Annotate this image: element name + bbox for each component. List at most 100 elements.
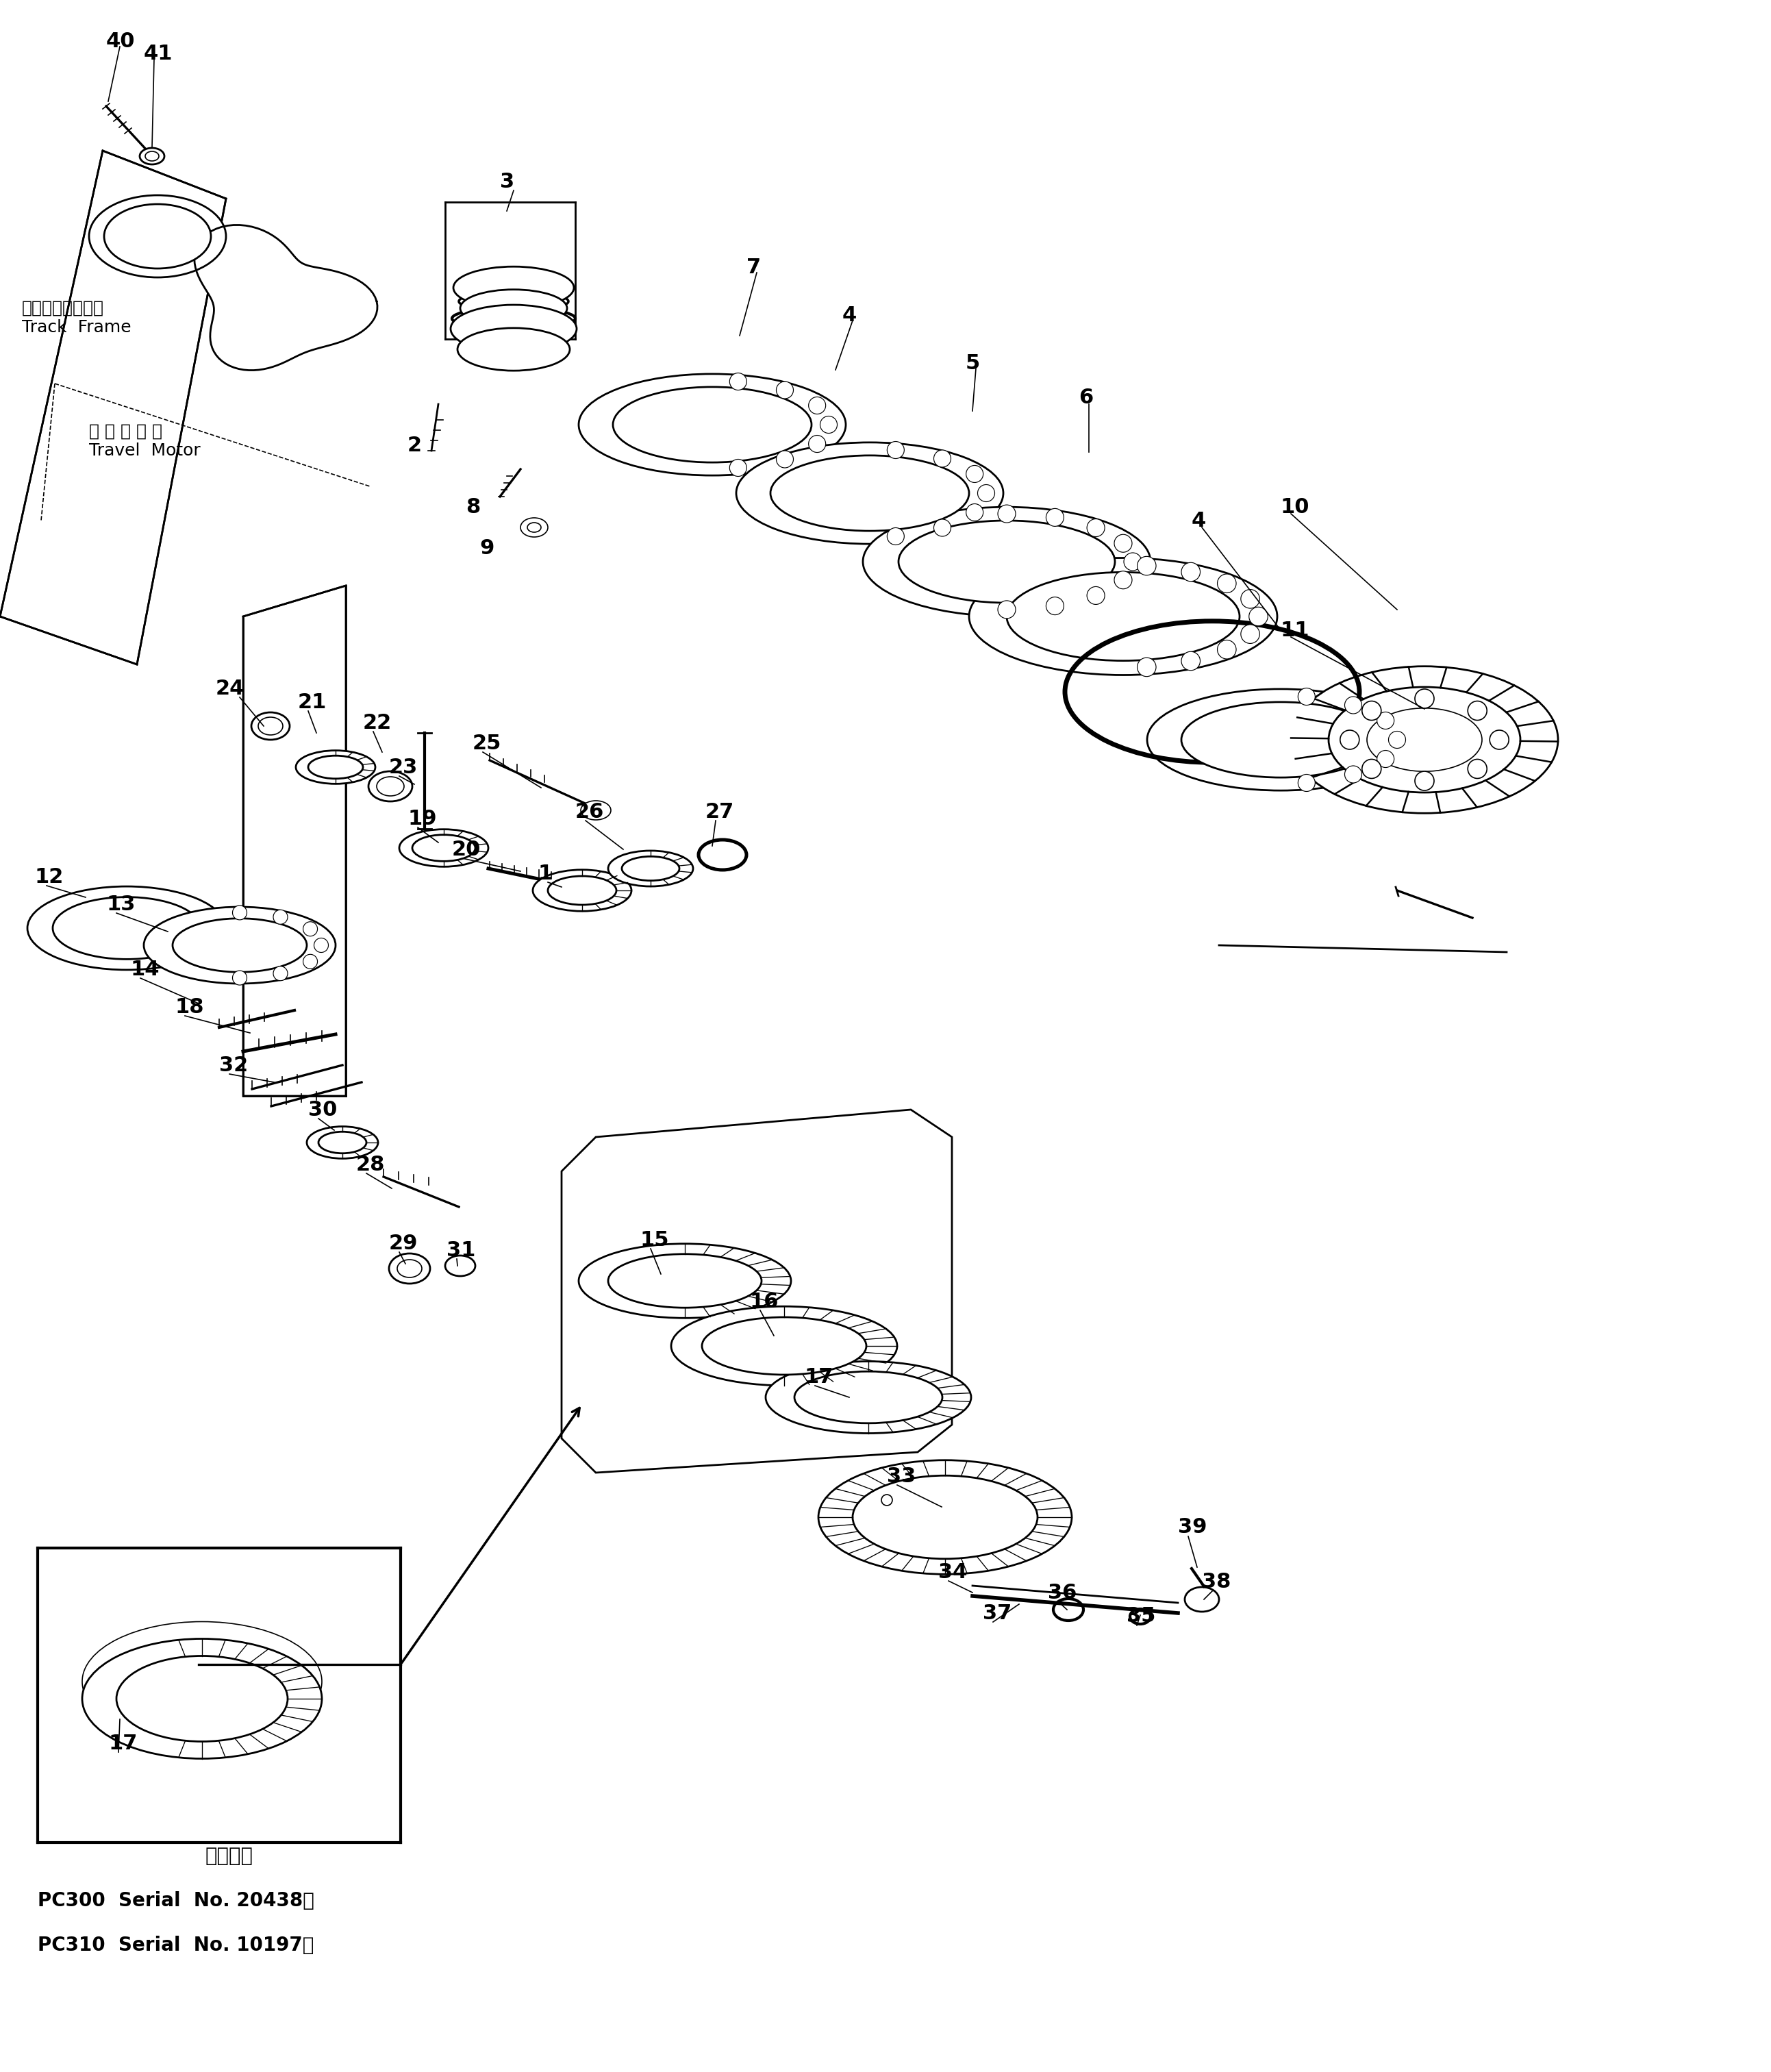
Text: 16: 16 [749, 1291, 779, 1312]
Circle shape [1415, 771, 1435, 792]
Polygon shape [243, 586, 345, 1096]
Circle shape [809, 435, 825, 452]
Text: 6: 6 [1079, 387, 1093, 408]
Circle shape [1362, 758, 1381, 779]
Text: 走 行 モ ー タ: 走 行 モ ー タ [89, 423, 163, 439]
Ellipse shape [607, 1254, 762, 1307]
Ellipse shape [308, 756, 363, 779]
Circle shape [997, 506, 1015, 522]
Circle shape [1468, 758, 1488, 779]
Ellipse shape [296, 750, 375, 783]
Ellipse shape [397, 1260, 421, 1278]
Ellipse shape [533, 870, 632, 912]
Ellipse shape [390, 1254, 430, 1285]
Text: 30: 30 [308, 1100, 336, 1119]
Text: 8: 8 [466, 497, 480, 516]
Circle shape [1087, 586, 1105, 605]
Ellipse shape [53, 897, 200, 959]
Text: 3: 3 [499, 172, 514, 191]
Text: 13: 13 [106, 895, 135, 914]
Ellipse shape [521, 518, 547, 537]
Text: 31: 31 [446, 1241, 476, 1260]
Text: PC300  Serial  No. 20438～: PC300 Serial No. 20438～ [37, 1892, 313, 1910]
Circle shape [1217, 640, 1236, 659]
Ellipse shape [579, 1243, 792, 1318]
Circle shape [978, 485, 995, 501]
Text: 21: 21 [298, 692, 328, 713]
Ellipse shape [1181, 702, 1380, 777]
Ellipse shape [1148, 690, 1415, 792]
Ellipse shape [701, 1318, 866, 1374]
Circle shape [1047, 508, 1064, 526]
Text: 15: 15 [641, 1231, 669, 1249]
Text: Travel  Motor: Travel Motor [89, 443, 200, 458]
Ellipse shape [795, 1372, 942, 1423]
Circle shape [1137, 557, 1156, 576]
Circle shape [1181, 651, 1201, 671]
Text: 26: 26 [576, 802, 604, 823]
Ellipse shape [528, 522, 540, 533]
Text: 19: 19 [407, 808, 437, 829]
Text: 7: 7 [747, 257, 762, 278]
Text: 35: 35 [1126, 1606, 1156, 1627]
Text: 22: 22 [363, 713, 391, 733]
Text: 41: 41 [143, 44, 174, 64]
Circle shape [933, 450, 951, 466]
Ellipse shape [104, 205, 211, 269]
Circle shape [1298, 688, 1316, 704]
Ellipse shape [1328, 688, 1520, 792]
Text: 10: 10 [1280, 497, 1311, 516]
Circle shape [1125, 553, 1142, 570]
Text: 36: 36 [1048, 1583, 1077, 1602]
Circle shape [887, 528, 905, 545]
Text: 38: 38 [1203, 1573, 1231, 1591]
Circle shape [232, 905, 246, 920]
Text: 18: 18 [175, 997, 204, 1017]
Ellipse shape [453, 267, 574, 309]
Ellipse shape [259, 717, 283, 736]
Circle shape [1114, 572, 1132, 588]
Text: 適用号機: 適用号機 [205, 1846, 253, 1865]
Ellipse shape [469, 294, 558, 309]
Text: 34: 34 [939, 1562, 967, 1581]
Polygon shape [0, 151, 227, 665]
Ellipse shape [319, 1131, 367, 1154]
Text: 12: 12 [34, 866, 64, 887]
Ellipse shape [671, 1305, 898, 1386]
Ellipse shape [413, 835, 475, 862]
Ellipse shape [737, 443, 1004, 545]
Ellipse shape [818, 1461, 1071, 1575]
Circle shape [232, 970, 246, 984]
Text: 9: 9 [480, 539, 494, 557]
Ellipse shape [547, 876, 616, 905]
Circle shape [967, 466, 983, 483]
Ellipse shape [1291, 667, 1558, 812]
Ellipse shape [460, 290, 567, 327]
Circle shape [1249, 607, 1268, 626]
Circle shape [1341, 729, 1360, 750]
Ellipse shape [377, 777, 404, 796]
Circle shape [1114, 535, 1132, 553]
Ellipse shape [852, 1475, 1038, 1558]
Ellipse shape [579, 373, 847, 474]
Circle shape [1344, 696, 1362, 713]
Ellipse shape [581, 800, 611, 821]
Circle shape [1344, 767, 1362, 783]
Circle shape [809, 398, 825, 414]
Circle shape [1181, 562, 1201, 582]
Text: 23: 23 [390, 756, 418, 777]
Ellipse shape [89, 195, 227, 278]
Ellipse shape [1367, 709, 1482, 771]
Polygon shape [195, 226, 377, 371]
Ellipse shape [622, 856, 680, 881]
Circle shape [313, 939, 328, 953]
Circle shape [1362, 700, 1381, 721]
Circle shape [1047, 597, 1064, 615]
Circle shape [887, 441, 905, 458]
Text: PC310  Serial  No. 10197～: PC310 Serial No. 10197～ [37, 1935, 313, 1954]
Ellipse shape [770, 456, 969, 530]
Ellipse shape [251, 713, 290, 740]
Ellipse shape [143, 908, 335, 984]
Text: 29: 29 [390, 1233, 418, 1254]
Text: 33: 33 [887, 1467, 916, 1486]
